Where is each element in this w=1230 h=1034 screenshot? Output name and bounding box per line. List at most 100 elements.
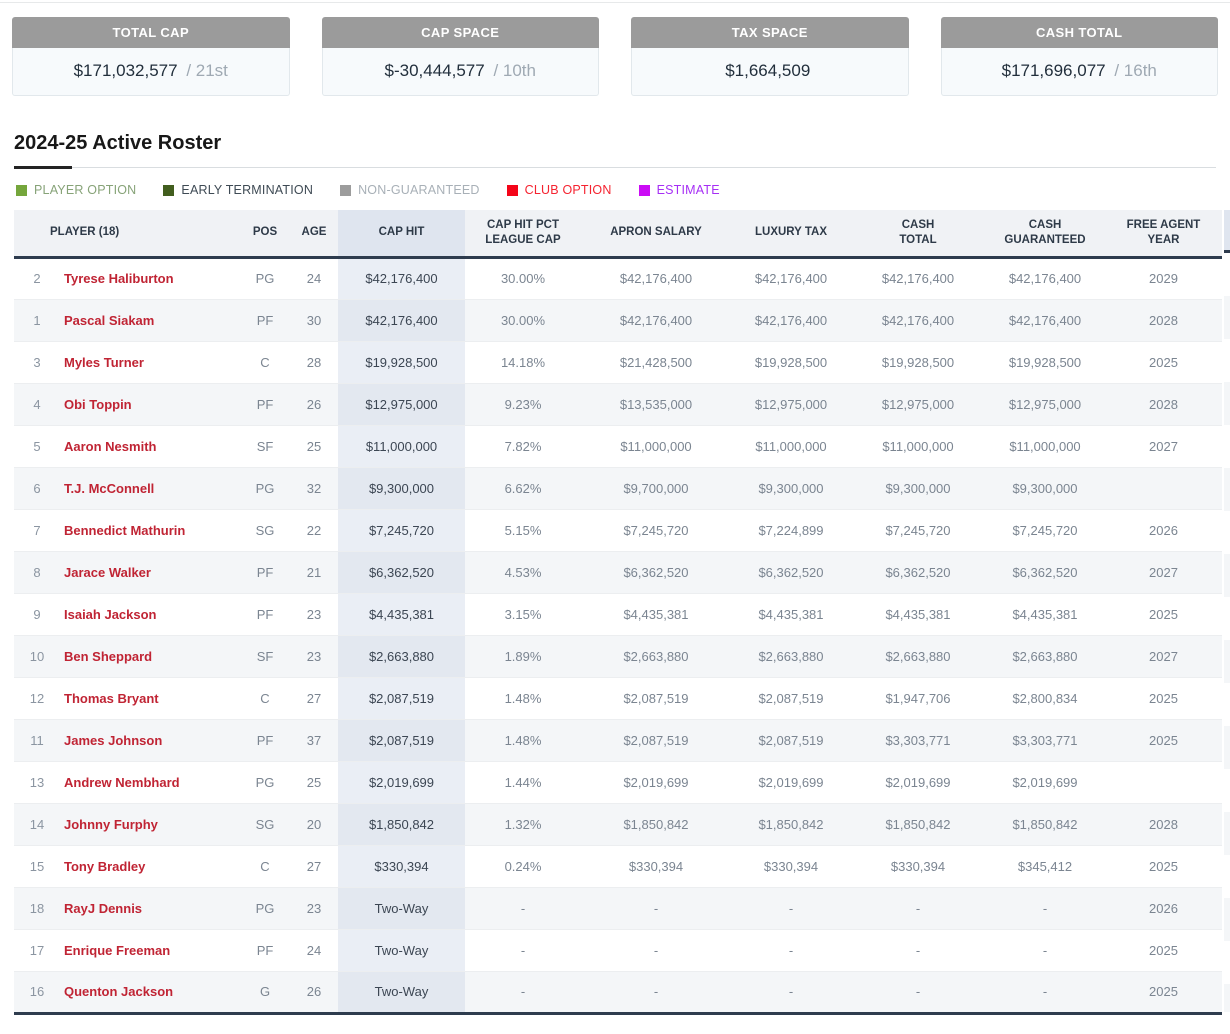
column-header-apron-salary[interactable]: APRON SALARY <box>581 210 731 259</box>
apron-salary-cell: - <box>581 886 731 930</box>
cash-guaranteed-cell: $2,800,834 <box>985 676 1105 720</box>
player-name-link[interactable]: Obi Toppin <box>64 396 132 412</box>
luxury-tax-cell: $4,435,381 <box>731 592 851 636</box>
cash-total-cell: $2,663,880 <box>851 634 985 678</box>
legend-item-non-guaranteed: NON-GUARANTEED <box>340 183 480 197</box>
player-name-link[interactable]: Pascal Siakam <box>64 312 155 328</box>
section-header: 2024-25 Active Roster <box>14 132 1216 169</box>
player-name-link[interactable]: Aaron Nesmith <box>64 438 157 454</box>
position-cell: PF <box>240 928 290 972</box>
table-row: 8 Jarace Walker PF 21 $6,362,520 4.53% $… <box>14 550 1222 594</box>
age-cell: 23 <box>290 634 338 678</box>
player-name-link[interactable]: James Johnson <box>64 732 163 748</box>
legend-label: PLAYER OPTION <box>34 183 137 197</box>
summary-card-rank: / 16th <box>1114 61 1157 80</box>
table-row: 7 Bennedict Mathurin SG 22 $7,245,720 5.… <box>14 508 1222 552</box>
free-agent-year-cell <box>1105 466 1222 510</box>
player-name-link[interactable]: Quenton Jackson <box>64 984 174 1000</box>
age-cell: 37 <box>290 718 338 762</box>
luxury-tax-cell: $2,087,519 <box>731 718 851 762</box>
cash-total-cell: $330,394 <box>851 844 985 888</box>
free-agent-year-cell: 2027 <box>1105 424 1222 468</box>
summary-card-tax-space: TAX SPACE $1,664,509 <box>631 17 909 96</box>
position-cell: SF <box>240 634 290 678</box>
apron-salary-cell: $42,176,400 <box>581 298 731 342</box>
player-name-cell: Ben Sheppard <box>60 634 240 678</box>
luxury-tax-cell: $11,000,000 <box>731 424 851 468</box>
column-header-pos[interactable]: POS <box>240 210 290 259</box>
cap-hit-pct-cell: 30.00% <box>465 256 581 300</box>
player-name-link[interactable]: Isaiah Jackson <box>64 606 157 622</box>
free-agent-year-cell: 2029 <box>1105 256 1222 300</box>
jersey-number: 3 <box>14 340 60 384</box>
cash-guaranteed-cell: $19,928,500 <box>985 340 1105 384</box>
apron-salary-cell: $11,000,000 <box>581 424 731 468</box>
cap-hit-cell: Two-Way <box>338 928 465 972</box>
jersey-number: 7 <box>14 508 60 552</box>
player-name-link[interactable]: Ben Sheppard <box>64 648 153 664</box>
player-name-link[interactable]: RayJ Dennis <box>64 900 143 916</box>
cash-guaranteed-cell: - <box>985 970 1105 1014</box>
cash-total-cell: $42,176,400 <box>851 298 985 342</box>
column-header-free-agent-year[interactable]: FREE AGENT YEAR <box>1105 210 1222 259</box>
column-header-age[interactable]: AGE <box>290 210 338 259</box>
free-agent-year-cell: 2025 <box>1105 844 1222 888</box>
free-agent-year-cell: 2025 <box>1105 970 1222 1014</box>
column-header-cash-total[interactable]: CASH TOTAL <box>851 210 985 259</box>
table-overflow-edge-rows <box>1224 253 1230 1012</box>
player-name-link[interactable]: Tony Bradley <box>64 858 146 874</box>
cap-hit-cell: $9,300,000 <box>338 466 465 510</box>
jersey-number: 17 <box>14 928 60 972</box>
column-header-player[interactable]: PLAYER (18) <box>14 210 240 259</box>
luxury-tax-cell: $330,394 <box>731 844 851 888</box>
player-name-link[interactable]: Myles Turner <box>64 354 144 370</box>
summary-card-rank: / 21st <box>186 61 228 80</box>
player-name-link[interactable]: Johnny Furphy <box>64 816 158 832</box>
player-name-link[interactable]: Tyrese Haliburton <box>64 271 174 287</box>
cap-hit-pct-cell: 0.24% <box>465 844 581 888</box>
player-name-link[interactable]: T.J. McConnell <box>64 480 155 496</box>
column-header-cap-hit-pct[interactable]: CAP HIT PCT LEAGUE CAP <box>465 210 581 259</box>
age-cell: 21 <box>290 550 338 594</box>
table-row: 17 Enrique Freeman PF 24 Two-Way - - - -… <box>14 928 1222 972</box>
position-cell: PF <box>240 592 290 636</box>
player-name-cell: Isaiah Jackson <box>60 592 240 636</box>
cap-hit-cell: Two-Way <box>338 886 465 930</box>
age-cell: 25 <box>290 424 338 468</box>
column-header-luxury-tax[interactable]: LUXURY TAX <box>731 210 851 259</box>
player-name-link[interactable]: Thomas Bryant <box>64 690 159 706</box>
column-header-cap-hit[interactable]: CAP HIT <box>338 210 465 259</box>
apron-salary-cell: $7,245,720 <box>581 508 731 552</box>
cash-total-cell: $42,176,400 <box>851 256 985 300</box>
table-overflow-edge <box>1224 210 1230 1015</box>
roster-table-wrap: PLAYER (18) POS AGE CAP HIT CAP HIT PCT … <box>14 210 1230 1015</box>
cap-hit-cell: $2,019,699 <box>338 760 465 804</box>
player-name-link[interactable]: Andrew Nembhard <box>64 774 180 790</box>
position-cell: PF <box>240 298 290 342</box>
player-name-link[interactable]: Enrique Freeman <box>64 942 171 958</box>
player-name-link[interactable]: Bennedict Mathurin <box>64 522 186 538</box>
summary-card-title: CASH TOTAL <box>940 17 1218 48</box>
apron-salary-cell: - <box>581 970 731 1014</box>
luxury-tax-cell: $2,087,519 <box>731 676 851 720</box>
player-name-cell: Aaron Nesmith <box>60 424 240 468</box>
summary-card-value: $-30,444,577 <box>384 61 485 80</box>
age-cell: 26 <box>290 382 338 426</box>
player-name-link[interactable]: Jarace Walker <box>64 564 151 580</box>
apron-salary-cell: $2,087,519 <box>581 676 731 720</box>
cash-guaranteed-cell: - <box>985 886 1105 930</box>
player-name-cell: Tony Bradley <box>60 844 240 888</box>
player-name-cell: Johnny Furphy <box>60 802 240 846</box>
age-cell: 26 <box>290 970 338 1014</box>
roster-table-body: 2 Tyrese Haliburton PG 24 $42,176,400 30… <box>14 256 1222 1014</box>
page-title: 2024-25 Active Roster <box>14 132 222 154</box>
position-cell: SF <box>240 424 290 468</box>
jersey-number: 1 <box>14 298 60 342</box>
position-cell: PG <box>240 760 290 804</box>
player-name-cell: Quenton Jackson <box>60 970 240 1014</box>
cap-hit-cell: $1,850,842 <box>338 802 465 846</box>
apron-salary-cell: $330,394 <box>581 844 731 888</box>
player-name-cell: Obi Toppin <box>60 382 240 426</box>
apron-salary-cell: $42,176,400 <box>581 256 731 300</box>
column-header-cash-guaranteed[interactable]: CASH GUARANTEED <box>985 210 1105 259</box>
